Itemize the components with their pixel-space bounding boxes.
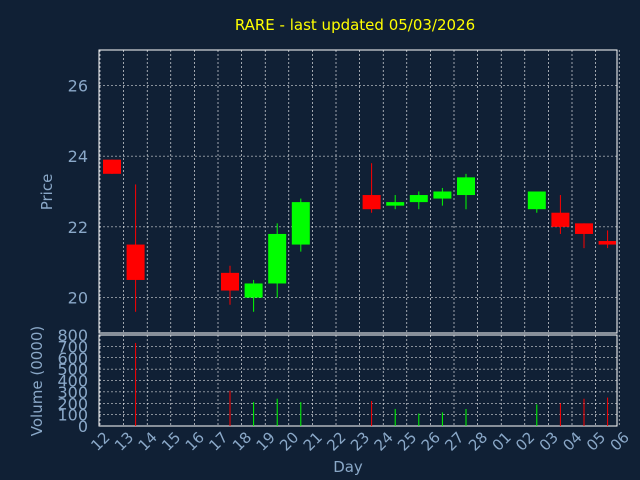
candle [409,191,428,210]
candle [551,195,570,234]
candle-body [433,191,452,199]
volume-y-tick-label: 200 [57,394,88,413]
chart-title: RARE - last updated 05/03/2026 [235,16,475,34]
candles [103,159,616,312]
volume-y-tick-label: 600 [57,349,88,368]
volume-y-tick-label: 300 [57,383,88,402]
price-y-tick-label: 20 [68,289,88,308]
x-tick-label: 05 [583,428,609,454]
volume-bars [135,342,609,426]
price-y-tick-label: 26 [68,76,88,95]
candle-body [268,233,287,284]
candle-body [291,202,310,245]
candle [362,163,381,213]
volume-y-tick-label: 500 [57,360,88,379]
volume-y-tick-label: 700 [57,337,88,356]
candle [598,230,616,249]
volume-y-axis-label: Volume (0000) [28,326,46,436]
x-tick-label: 03 [536,428,562,454]
candle-body [457,177,475,196]
x-axis-ticks: 1213141516171819202122232425262728010203… [87,428,632,454]
x-tick-label: 27 [441,428,467,454]
x-tick-label: 23 [347,428,373,454]
candle [575,223,593,249]
price-plot-frame [98,49,618,334]
candle-body [103,159,121,174]
candle-body [409,195,428,203]
volume-grid [99,334,620,427]
candle [221,265,239,305]
price-y-tick-label: 24 [68,147,88,166]
x-tick-label: 16 [182,428,208,454]
candle-body [362,195,381,210]
x-tick-label: 19 [253,428,279,454]
x-tick-label: 26 [418,428,444,454]
price-y-axis-label: Price [38,174,56,211]
candle [291,198,310,252]
x-tick-label: 28 [465,428,491,454]
x-tick-label: 24 [371,428,397,454]
candle [527,191,546,213]
x-tick-label: 17 [205,428,231,454]
candle-body [221,272,239,291]
x-tick-label: 15 [158,428,184,454]
candle [457,173,475,210]
x-tick-label: 02 [512,428,538,454]
candle-body [126,244,145,280]
x-tick-label: 20 [276,428,302,454]
candle-body [575,223,593,234]
x-tick-label: 12 [87,428,113,454]
price-grid [99,50,620,333]
candle-body [386,202,405,206]
x-tick-label: 25 [394,428,420,454]
x-tick-label: 06 [607,428,633,454]
candle-body [244,283,263,298]
x-axis-label: Day [333,458,363,476]
candle-body [527,191,546,210]
candle-body [551,212,570,227]
x-tick-label: 18 [229,428,255,454]
x-tick-label: 21 [300,428,326,454]
x-tick-label: 22 [323,428,349,454]
x-tick-label: 04 [559,428,585,454]
x-tick-label: 13 [111,428,137,454]
candle [103,159,121,174]
x-tick-label: 01 [489,428,515,454]
x-tick-label: 14 [135,428,161,454]
candle [126,184,145,312]
candle [433,187,452,206]
volume-y-tick-label: 800 [57,326,88,345]
candle [386,195,405,210]
volume-y-tick-label: 400 [57,372,88,391]
price-panel: 20 22 24 26 Price [38,49,620,334]
candle [268,223,287,298]
volume-y-tick-label: 100 [57,406,88,425]
price-y-ticks: 20 22 24 26 [68,76,88,307]
candle [244,279,263,312]
volume-y-tick-label: 0 [78,417,88,436]
price-y-tick-label: 22 [68,218,88,237]
candle-body [598,241,616,245]
